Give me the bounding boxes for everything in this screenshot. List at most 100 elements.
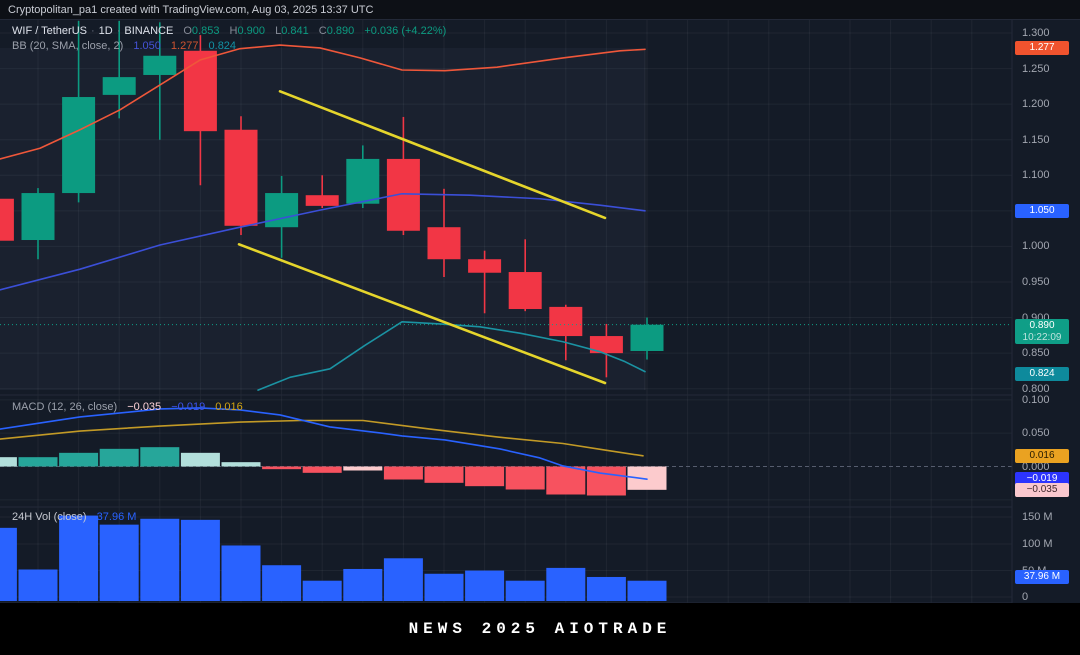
attribution-text: Cryptopolitan_pa1 created with TradingVi…	[8, 4, 374, 16]
volume-bar	[18, 569, 58, 601]
axis-tick-label: 0.100	[1022, 393, 1050, 406]
candle-body	[224, 129, 258, 226]
legend-separator: ·	[90, 25, 95, 37]
bb-title: BB (20, SMA, close, 2)	[12, 40, 124, 52]
candle-body	[143, 55, 177, 75]
axis-tick-label: 0.800	[1022, 382, 1050, 395]
macd-histogram-bar	[262, 466, 302, 470]
macd-histogram-bar	[0, 457, 17, 467]
volume-bar	[343, 568, 383, 601]
volume-bar	[586, 576, 626, 601]
candle-body	[549, 306, 583, 337]
macd-histogram-bar	[302, 466, 342, 473]
trendline	[237, 242, 607, 385]
macd-histogram-bar	[180, 452, 220, 467]
open-label: O	[183, 25, 192, 37]
price-axis-badge: 0.016	[1015, 449, 1069, 463]
axis-tick-label: 1.250	[1022, 62, 1050, 75]
macd-title: MACD (12, 26, close)	[12, 401, 118, 413]
countdown-timer: 10:22:09	[1022, 332, 1062, 343]
price-axis[interactable]: 1.300 1.250 1.200 1.150 1.100 1.000 0.950 0.900…	[1012, 20, 1080, 603]
volume-bar	[505, 580, 545, 601]
bb-basis-value: 1.050	[133, 40, 161, 52]
watermark-text: NEWS 2025 AIOTRADE	[408, 620, 672, 638]
candle-body	[102, 77, 136, 95]
bb-basis-line	[0, 192, 646, 291]
candle-body	[305, 195, 339, 206]
legend-separator: ·	[116, 25, 121, 37]
macd-histogram-bar	[99, 448, 139, 467]
macd-histogram-bar	[505, 466, 545, 490]
macd-legend-row[interactable]: MACD (12, 26, close) −0.035 −0.019 0.016	[12, 401, 243, 413]
macd-histogram-bar	[18, 457, 58, 467]
trendline	[278, 90, 607, 220]
volume-bar	[59, 515, 99, 601]
macd-signal-line	[0, 419, 644, 457]
volume-bar	[99, 524, 139, 601]
volume-legend-row[interactable]: 24H Vol (close) 37.96 M	[12, 511, 136, 523]
axis-tick-label: 0.050	[1022, 427, 1050, 440]
volume-bar	[546, 567, 586, 601]
data-region-overlay	[0, 48, 645, 390]
price-axis-badge: 37.96 M	[1015, 570, 1069, 584]
candle-body	[508, 272, 542, 310]
macd-histogram-bar	[140, 447, 180, 467]
axis-tick-label: 1.150	[1022, 133, 1050, 146]
macd-histogram-bar	[221, 462, 261, 467]
macd-histogram-bar	[465, 466, 505, 487]
bb-lower-value: 0.824	[208, 40, 237, 52]
close-value: 0.890	[326, 25, 355, 37]
axis-tick-label: 100 M	[1022, 538, 1053, 550]
symbol-name: WIF / TetherUS	[12, 25, 87, 37]
candle-body	[386, 158, 420, 231]
candle-body	[0, 198, 14, 241]
bb-upper-value: 1.277	[170, 40, 199, 52]
bb-legend-row[interactable]: BB (20, SMA, close, 2) 1.050 1.277 0.824	[12, 40, 236, 52]
macd-signal-value: 0.016	[215, 401, 243, 413]
change-value: +0.036 (+4.22%)	[364, 25, 447, 37]
axis-tick-label: 1.300	[1022, 27, 1050, 39]
volume-bar	[627, 580, 667, 601]
bb-upper-line	[0, 44, 646, 160]
macd-line	[0, 407, 648, 480]
candle-body	[265, 193, 299, 228]
attribution-bar: Cryptopolitan_pa1 created with TradingVi…	[0, 0, 1080, 20]
axis-tick-label: 1.000	[1022, 240, 1050, 253]
macd-histogram-bar	[343, 466, 383, 471]
low-label: L	[275, 25, 282, 37]
price-axis-badge: −0.035	[1015, 483, 1069, 497]
macd-histogram-bar	[424, 466, 464, 483]
volume-bar	[302, 580, 342, 601]
macd-line-value: −0.019	[171, 401, 206, 413]
volume-bar	[221, 545, 261, 601]
low-value: 0.841	[281, 25, 309, 37]
symbol-legend-row[interactable]: WIF / TetherUS · 1D · BINANCE O0.853 H0.900 …	[12, 25, 446, 37]
price-axis-badge: 1.050	[1015, 204, 1069, 218]
macd-histogram-bar	[383, 466, 423, 480]
volume-bar	[140, 518, 180, 601]
exchange-label: BINANCE	[124, 25, 174, 37]
macd-histogram-bar	[546, 466, 586, 495]
price-axis-badge: 0.824	[1015, 367, 1069, 381]
candle-body	[468, 259, 502, 273]
bb-lower-line	[257, 321, 646, 391]
candle-body	[427, 227, 461, 260]
high-label: H	[229, 25, 238, 37]
candle-body	[346, 158, 380, 204]
axis-tick-label: 0	[1022, 591, 1029, 603]
axis-tick-label: 1.100	[1022, 169, 1050, 182]
close-label: C	[318, 25, 327, 37]
price-axis-badge: 1.277	[1015, 41, 1069, 55]
watermark-band: NEWS 2025 AIOTRADE	[0, 603, 1080, 655]
volume-bar	[424, 573, 464, 601]
open-value: 0.853	[191, 25, 220, 37]
volume-value: 37.96 M	[96, 511, 137, 523]
macd-histogram-value: −0.035	[127, 401, 162, 413]
volume-bar	[383, 558, 423, 601]
axis-tick-label: 0.950	[1022, 275, 1050, 288]
candle-body	[589, 336, 623, 354]
candle-body	[183, 50, 217, 132]
price-axis-badge: 0.890 10:22:09	[1015, 319, 1069, 344]
